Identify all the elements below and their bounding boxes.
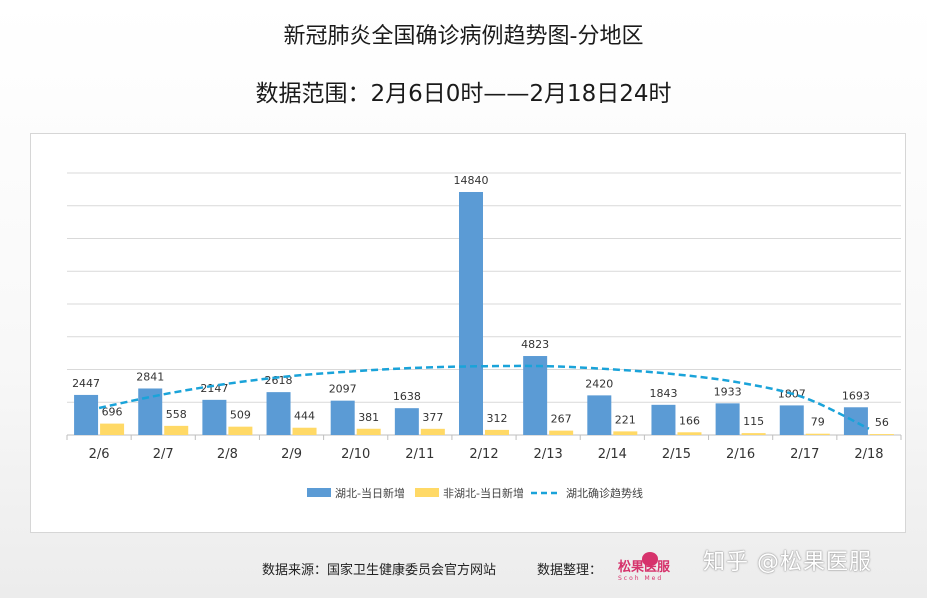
data-label-non-hubei: 115 xyxy=(743,415,764,428)
data-label-non-hubei: 509 xyxy=(230,409,251,422)
bar-non-hubei xyxy=(677,432,702,435)
legend-hubei-swatch xyxy=(307,488,331,497)
bar-hubei xyxy=(74,394,99,435)
bar-non-hubei xyxy=(549,430,574,435)
data-label-non-hubei: 221 xyxy=(615,413,636,426)
bar-non-hubei xyxy=(485,429,509,435)
data-source: 数据来源：国家卫生健康委员会官方网站 xyxy=(262,563,497,578)
data-label-hubei: 14840 xyxy=(454,174,489,187)
chart-panel: 2447 696 2/6 2841 558 2/7 2147 509 2/8 2618 444 2/9… xyxy=(30,133,906,533)
chart-title: 新冠肺炎全国确诊病例趋势图-分地区 xyxy=(283,24,644,49)
x-tick-label: 2/17 xyxy=(790,447,819,462)
data-organizer: 数据整理： xyxy=(537,563,603,578)
data-label-hubei: 4823 xyxy=(521,338,549,351)
data-label-non-hubei: 444 xyxy=(294,410,315,423)
logo-text: 松果医服 xyxy=(618,560,671,575)
logo-subtext: Scoh Med xyxy=(618,575,664,582)
bar-non-hubei xyxy=(613,431,638,435)
bar-non-hubei xyxy=(420,428,445,435)
legend-non-hubei-label: 非湖北-当日新增 xyxy=(443,486,524,500)
bar-non-hubei xyxy=(356,428,381,435)
data-label-hubei: 1693 xyxy=(842,389,870,402)
bar-hubei xyxy=(459,191,483,435)
brand-logo: 松果医服 Scoh Med xyxy=(618,552,698,588)
legend-non-hubei-swatch xyxy=(415,488,439,497)
x-tick-label: 2/9 xyxy=(281,447,302,462)
bar-hubei xyxy=(202,399,227,435)
bar-non-hubei xyxy=(292,427,317,435)
data-label-non-hubei: 56 xyxy=(875,416,889,429)
data-label-non-hubei: 166 xyxy=(679,414,700,427)
pinecone-icon xyxy=(642,552,658,566)
x-tick-label: 2/18 xyxy=(854,447,883,462)
x-tick-label: 2/10 xyxy=(341,447,370,462)
chart-subtitle: 数据范围：2月6日0时——2月18日24时 xyxy=(255,81,672,107)
data-label-non-hubei: 267 xyxy=(551,413,572,426)
bar-non-hubei xyxy=(869,434,894,435)
bar-hubei xyxy=(330,400,355,435)
legend-hubei-label: 湖北-当日新增 xyxy=(335,486,405,500)
x-tick-label: 2/15 xyxy=(662,447,691,462)
trend-line xyxy=(98,364,870,430)
x-tick-label: 2/11 xyxy=(405,447,434,462)
bar-non-hubei xyxy=(228,426,253,435)
watermark: 知乎 @松果医服 xyxy=(703,550,872,575)
x-tick-label: 2/8 xyxy=(217,447,238,462)
x-tick-label: 2/7 xyxy=(153,447,174,462)
bar-hubei xyxy=(843,407,868,435)
data-label-non-hubei: 377 xyxy=(422,411,443,424)
bar-non-hubei xyxy=(805,433,830,435)
data-label-hubei: 2447 xyxy=(72,377,100,390)
bar-hubei xyxy=(394,408,419,435)
bar-hubei xyxy=(651,404,676,435)
x-tick-label: 2/14 xyxy=(598,447,627,462)
x-tick-label: 2/16 xyxy=(726,447,755,462)
x-tick-label: 2/12 xyxy=(469,447,498,462)
bar-hubei xyxy=(523,356,548,435)
x-tick-label: 2/13 xyxy=(534,447,563,462)
bar-hubei xyxy=(779,405,804,435)
bar-non-hubei xyxy=(741,433,766,435)
data-label-non-hubei: 381 xyxy=(358,411,379,424)
bar-non-hubei xyxy=(164,425,189,435)
data-label-non-hubei: 79 xyxy=(811,416,825,429)
data-label-non-hubei: 696 xyxy=(102,406,123,419)
data-label-hubei: 2841 xyxy=(136,370,164,383)
data-label-hubei: 2097 xyxy=(329,383,357,396)
x-tick-label: 2/6 xyxy=(89,447,110,462)
data-label-hubei: 1933 xyxy=(714,385,742,398)
bar-hubei xyxy=(587,395,612,435)
data-label-hubei: 1638 xyxy=(393,390,421,403)
bar-hubei xyxy=(266,392,291,435)
data-label-non-hubei: 558 xyxy=(166,408,187,421)
bar-chart: 24476962/628415582/721475092/826184442/9… xyxy=(66,172,902,500)
data-label-hubei: 1843 xyxy=(649,387,677,400)
data-label-hubei: 2420 xyxy=(585,377,613,390)
bar-hubei xyxy=(715,403,740,435)
bar-non-hubei xyxy=(100,423,125,435)
data-label-non-hubei: 312 xyxy=(487,412,508,425)
legend-trend-label: 湖北确诊趋势线 xyxy=(566,486,643,500)
